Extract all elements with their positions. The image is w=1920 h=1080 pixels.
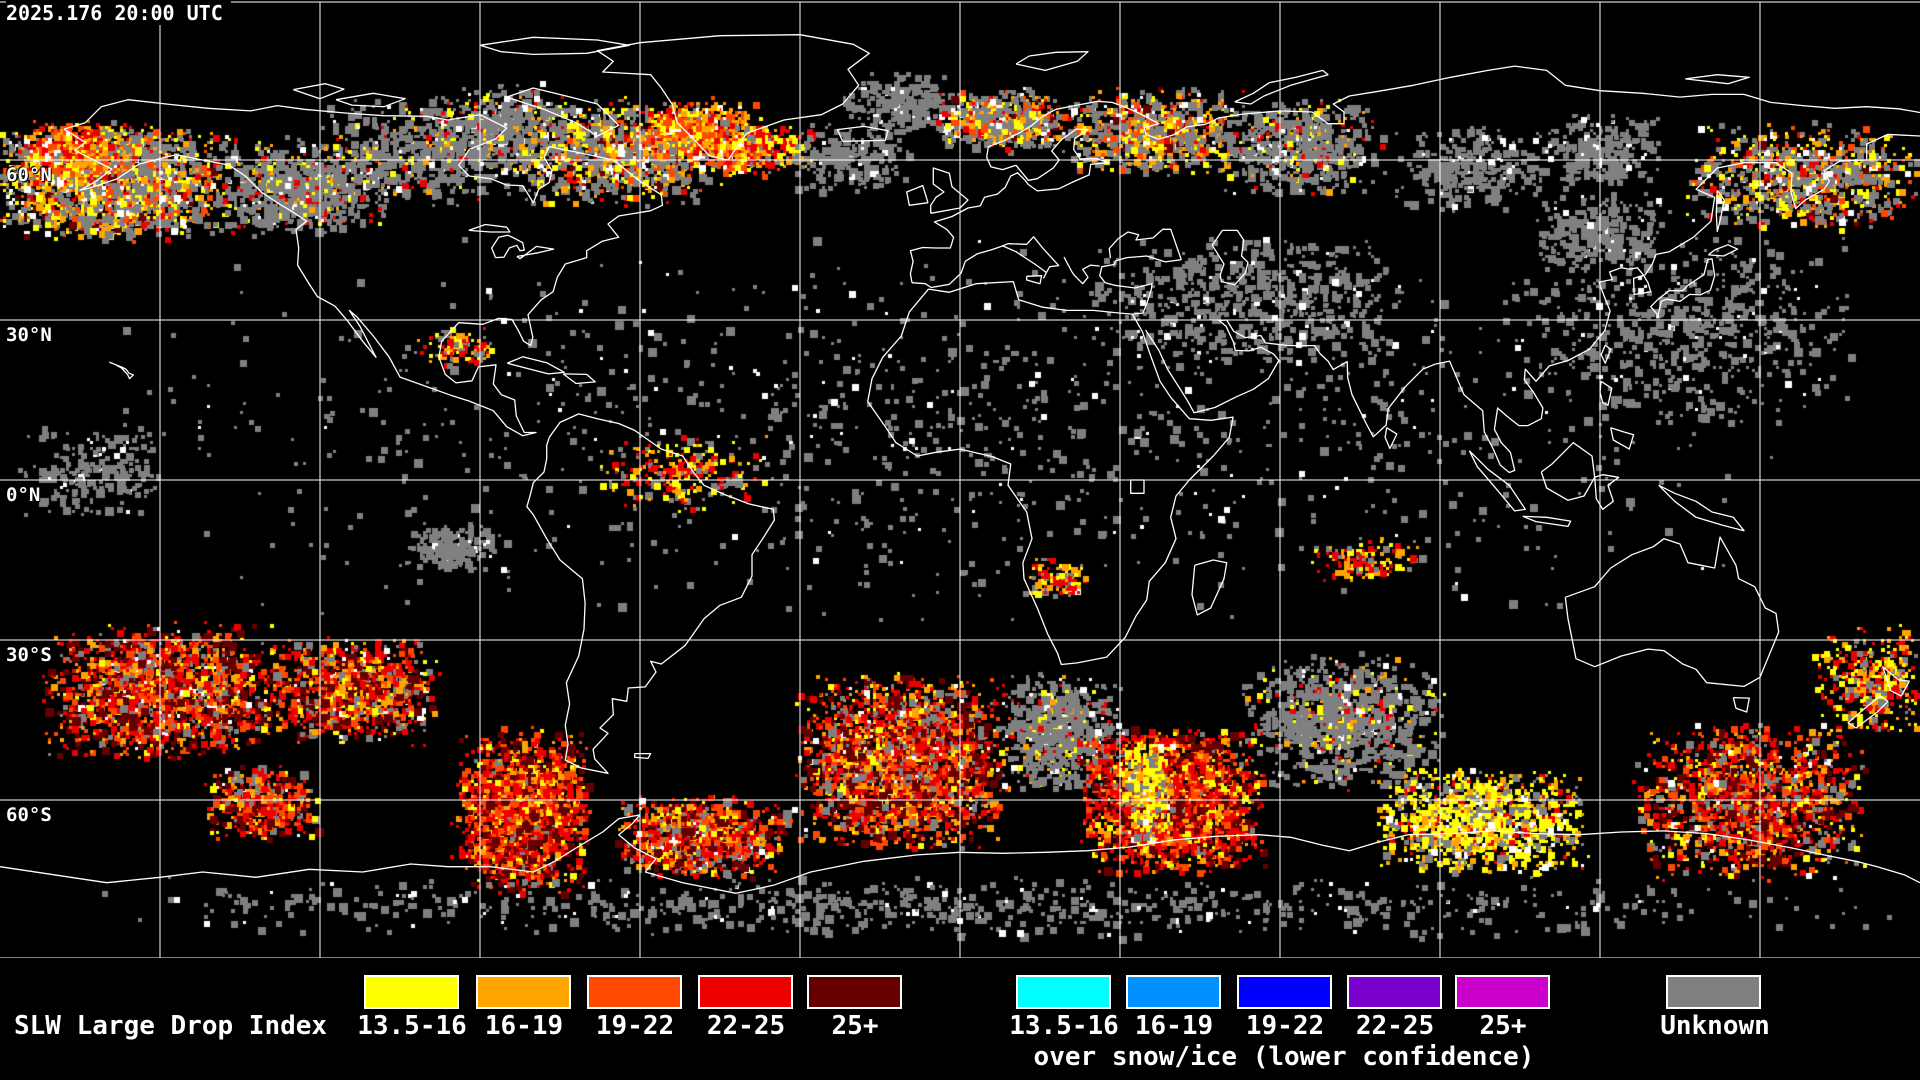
legend-swatch-slw-22-25	[698, 975, 793, 1009]
legend-swatch-snowice-16-19	[1126, 975, 1221, 1009]
legend-swatch-snowice-19-22	[1237, 975, 1332, 1009]
legend-label-snowice-16-19: 16-19	[1134, 1011, 1214, 1041]
latitude-label-30n: 30°N	[6, 324, 52, 346]
latitude-label-60s: 60°S	[6, 804, 52, 826]
legend-label-snowice-22-25: 22-25	[1355, 1011, 1435, 1041]
legend-label-snowice-13.5-16: 13.5-16	[1009, 1011, 1119, 1041]
legend-bar: SLW Large Drop Index 13.5-16 16-19 19-22…	[0, 958, 1920, 1080]
legend-label-slw-16-19: 16-19	[484, 1011, 564, 1041]
latitude-label-30s: 30°S	[6, 644, 52, 666]
legend-title: SLW Large Drop Index	[14, 1011, 328, 1041]
legend-swatch-slw-25plus	[807, 975, 902, 1009]
legend-swatch-snowice-22-25	[1347, 975, 1442, 1009]
legend-label-unknown: Unknown	[1660, 1011, 1770, 1041]
legend-swatch-snowice-13.5-16	[1016, 975, 1111, 1009]
legend-swatch-slw-19-22	[587, 975, 682, 1009]
legend-label-snowice-25plus: 25+	[1479, 1011, 1527, 1041]
legend-caption-snow-ice: over snow/ice (lower confidence)	[1033, 1042, 1535, 1072]
timestamp: 2025.176 20:00 UTC	[6, 1, 231, 25]
legend-swatch-slw-16-19	[476, 975, 571, 1009]
latitude-label-0n: 0°N	[6, 484, 41, 506]
legend-label-slw-22-25: 22-25	[706, 1011, 786, 1041]
legend-label-snowice-19-22: 19-22	[1245, 1011, 1325, 1041]
latitude-label-60n: 60°N	[6, 164, 52, 186]
legend-label-slw-25plus: 25+	[831, 1011, 879, 1041]
legend-label-slw-13.5-16: 13.5-16	[357, 1011, 467, 1041]
legend-swatch-unknown	[1666, 975, 1761, 1009]
legend-swatch-slw-13.5-16	[364, 975, 459, 1009]
legend-swatch-snowice-25plus	[1455, 975, 1550, 1009]
legend-label-slw-19-22: 19-22	[595, 1011, 675, 1041]
